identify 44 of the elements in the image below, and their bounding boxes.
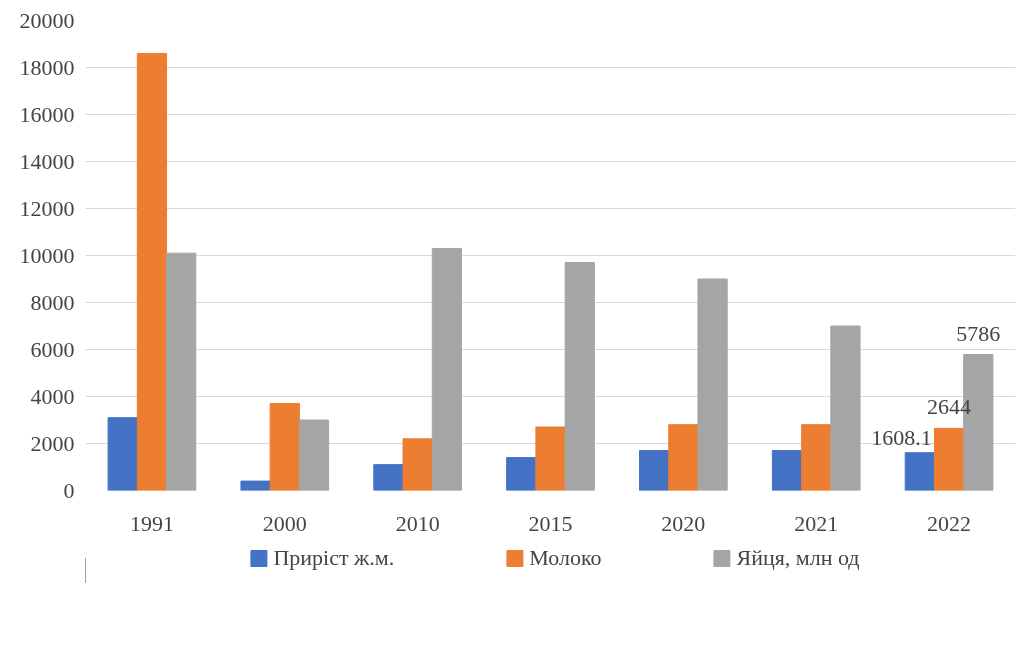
bar	[771, 450, 803, 491]
bar	[166, 252, 197, 491]
bar	[373, 464, 404, 491]
bar	[830, 325, 861, 491]
bar	[107, 417, 138, 491]
y-tick-label: 4000	[30, 383, 75, 409]
bar	[269, 403, 300, 491]
data-label: 2644	[927, 394, 972, 420]
y-tick-label: 20000	[19, 7, 75, 33]
y-tick-label: 16000	[19, 101, 75, 127]
bar	[801, 424, 832, 491]
y-tick-label: 14000	[19, 148, 75, 174]
bar	[904, 452, 935, 491]
data-label: 5786	[956, 320, 1001, 346]
x-tick-label: 2020	[661, 510, 706, 536]
legend-label: Яйця, млн од	[736, 545, 860, 571]
x-tick-label: 2000	[262, 510, 307, 536]
bar	[639, 450, 670, 491]
bar	[933, 427, 965, 491]
y-tick-label: 18000	[19, 54, 75, 80]
x-tick-label: 1991	[129, 510, 174, 536]
data-label: 1608.1	[871, 424, 932, 450]
y-tick-label: 2000	[30, 430, 75, 456]
x-tick-label: 2010	[395, 510, 440, 536]
bar	[564, 262, 595, 491]
y-tick-label: 0	[63, 477, 75, 503]
bar	[402, 438, 433, 491]
bar	[240, 480, 271, 491]
bar	[668, 424, 699, 491]
x-tick-label: 2022	[927, 510, 972, 536]
x-tick-label: 2021	[794, 510, 839, 536]
y-tick-label: 10000	[19, 242, 75, 268]
y-tick-label: 6000	[30, 336, 75, 362]
y-tick-label: 12000	[19, 195, 75, 221]
y-tick-label: 8000	[30, 289, 75, 315]
bar	[697, 278, 728, 491]
bar	[136, 52, 168, 491]
bar	[535, 426, 566, 491]
bar	[506, 457, 537, 491]
x-tick-label: 2015	[528, 510, 573, 536]
legend-label: Приріст ж.м.	[273, 545, 395, 571]
bar	[298, 419, 330, 491]
bar	[431, 247, 462, 491]
legend-label: Молоко	[529, 545, 602, 571]
